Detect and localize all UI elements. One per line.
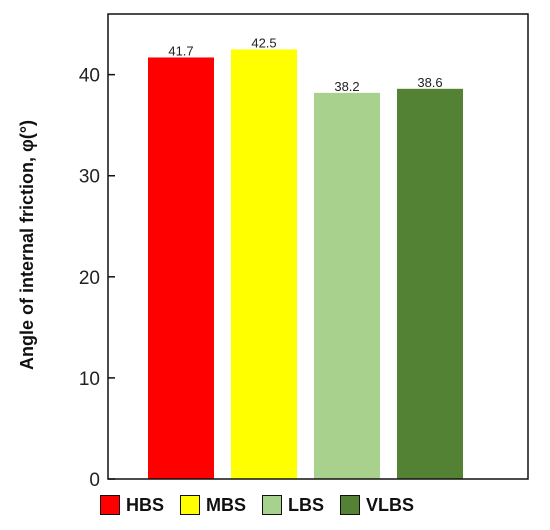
- legend-item-mbs: MBS: [180, 495, 246, 516]
- y-tick-label-10: 10: [79, 369, 100, 390]
- y-tick-label-20: 20: [79, 268, 100, 289]
- legend-item-hbs: HBS: [100, 495, 164, 516]
- value-label-hbs: 41.7: [168, 43, 193, 58]
- bar-lbs: [314, 92, 380, 479]
- legend-item-lbs: LBS: [262, 495, 324, 516]
- bar-mbs: [231, 49, 297, 480]
- value-label-mbs: 42.5: [251, 35, 276, 50]
- legend-label-hbs: HBS: [126, 494, 165, 515]
- legend-item-vlbs: VLBS: [340, 495, 414, 516]
- legend: HBS MBS LBS VLBS: [100, 490, 414, 520]
- axes-layer: 0 10 20 30 40: [79, 13, 529, 491]
- bar-hbs: [148, 57, 214, 479]
- legend-label-vlbs: VLBS: [366, 494, 415, 515]
- legend-swatch-vlbs: [340, 495, 361, 515]
- value-labels-layer: 41.7 42.5 38.2 38.6: [168, 35, 442, 93]
- plot-frame: [107, 13, 529, 480]
- legend-swatch-hbs: [100, 495, 120, 515]
- y-axis-title: Angle of internal friction, φ(°): [17, 120, 37, 370]
- bar-vlbs: [397, 88, 463, 479]
- legend-label-lbs: LBS: [288, 494, 325, 515]
- value-label-lbs: 38.2: [334, 79, 359, 94]
- y-tick-label-40: 40: [79, 66, 100, 87]
- legend-swatch-lbs: [262, 495, 283, 515]
- bars-layer: [148, 49, 463, 480]
- value-label-vlbs: 38.6: [417, 75, 442, 90]
- legend-swatch-mbs: [180, 495, 201, 515]
- legend-label-mbs: MBS: [206, 494, 247, 515]
- y-tick-label-0: 0: [89, 470, 100, 491]
- y-tick-label-30: 30: [79, 167, 100, 188]
